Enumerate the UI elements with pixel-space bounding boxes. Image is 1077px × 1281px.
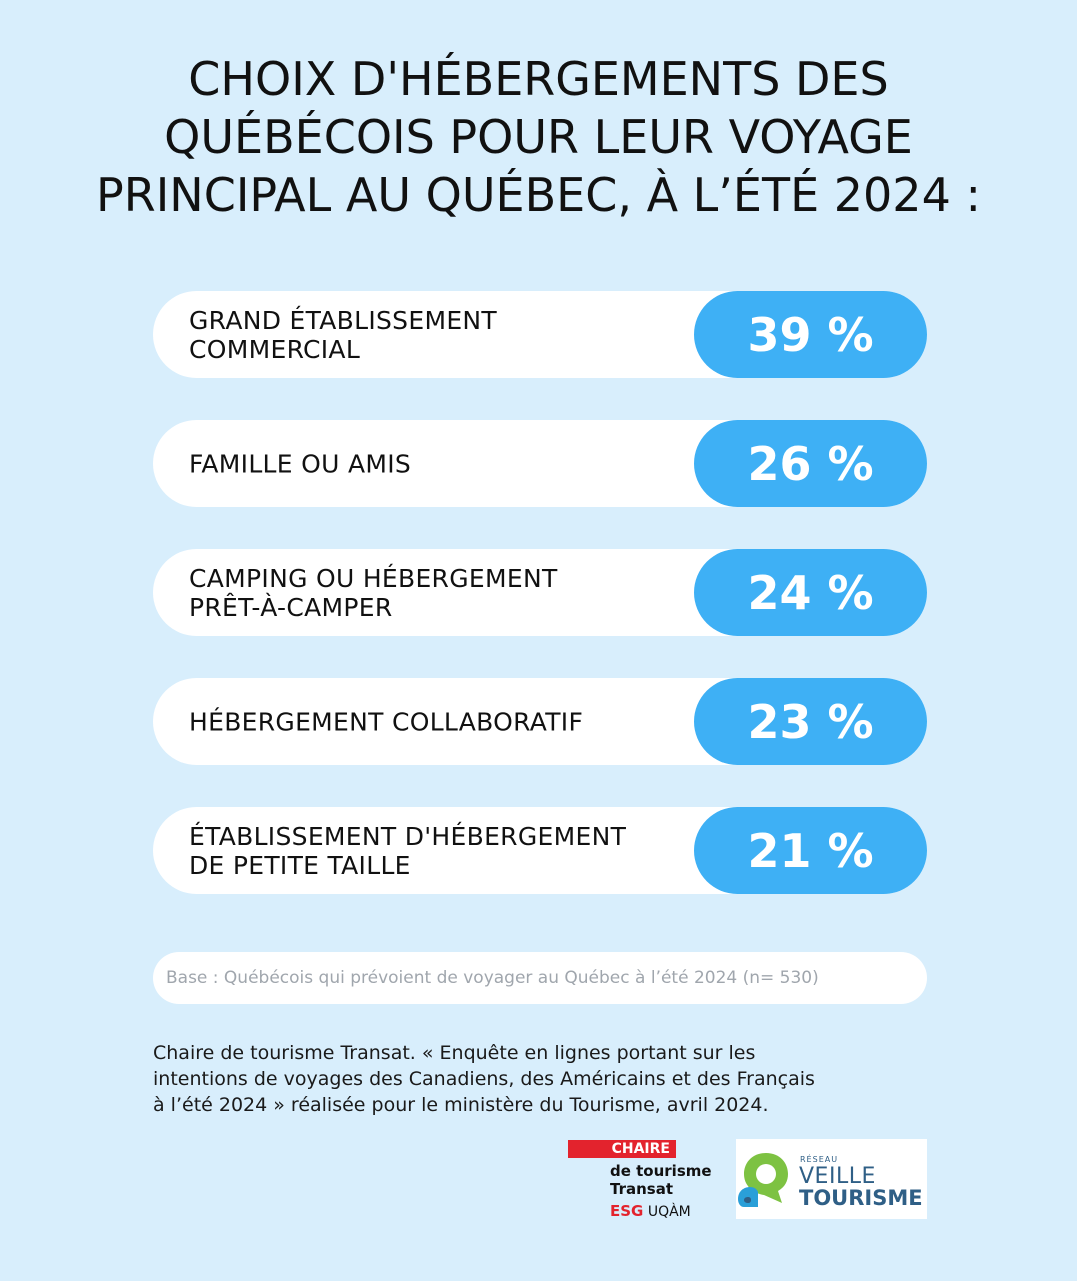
row-label: HÉBERGEMENT COLLABORATIF [189, 707, 689, 736]
page-title: CHOIX D'HÉBERGEMENTS DES QUÉBÉCOIS POUR … [0, 50, 1077, 224]
reseau-line-1: VEILLE [799, 1164, 876, 1189]
accommodation-row-commercial: GRAND ÉTABLISSEMENT COMMERCIAL 39 % [153, 291, 927, 378]
row-percentage: 39 % [694, 291, 927, 378]
chaire-line-2: de tourisme [610, 1162, 712, 1180]
source-line-2: intentions de voyages des Canadiens, des… [153, 1068, 815, 1090]
row-percentage: 24 % [694, 549, 927, 636]
row-percentage: 26 % [694, 420, 927, 507]
chaire-transat-logo: CHAIRE de tourisme Transat ESG UQÀM [568, 1140, 728, 1220]
accommodation-row-camping: CAMPING OU HÉBERGEMENT PRÊT-À-CAMPER 24 … [153, 549, 927, 636]
chaire-line-3: Transat [610, 1180, 674, 1198]
accommodation-row-small: ÉTABLISSEMENT D'HÉBERGEMENT DE PETITE TA… [153, 807, 927, 894]
location-pin-icon [738, 1153, 788, 1207]
source-line-1: Chaire de tourisme Transat. « Enquête en… [153, 1042, 756, 1064]
chaire-bar: CHAIRE [568, 1140, 676, 1158]
esg-text: ESG [610, 1202, 644, 1220]
accommodation-row-collaborative: HÉBERGEMENT COLLABORATIF 23 % [153, 678, 927, 765]
title-line-1: CHOIX D'HÉBERGEMENTS DES [188, 52, 889, 106]
reseau-line-2: TOURISME [799, 1186, 923, 1210]
source-citation: Chaire de tourisme Transat. « Enquête en… [153, 1040, 943, 1118]
reseau-veille-tourisme-logo: RÉSEAU VEILLE TOURISME [736, 1139, 927, 1219]
row-label-line-1: GRAND ÉTABLISSEMENT [189, 305, 497, 335]
row-label-line-1: CAMPING OU HÉBERGEMENT [189, 563, 558, 593]
base-note: Base : Québécois qui prévoient de voyage… [153, 952, 927, 1004]
row-percentage: 23 % [694, 678, 927, 765]
accommodation-list: GRAND ÉTABLISSEMENT COMMERCIAL 39 % FAMI… [153, 291, 927, 936]
accommodation-row-family: FAMILLE OU AMIS 26 % [153, 420, 927, 507]
source-line-3: à l’été 2024 » réalisée pour le ministèr… [153, 1094, 769, 1116]
row-percentage: 21 % [694, 807, 927, 894]
row-label-line-1: FAMILLE OU AMIS [189, 449, 412, 478]
row-label-line-2: DE PETITE TAILLE [189, 850, 411, 880]
row-label-line-1: ÉTABLISSEMENT D'HÉBERGEMENT [189, 821, 627, 851]
row-label-line-2: PRÊT-À-CAMPER [189, 592, 393, 622]
row-label-line-1: HÉBERGEMENT COLLABORATIF [189, 707, 584, 736]
title-line-3: PRINCIPAL AU QUÉBEC, À L’ÉTÉ 2024 : [96, 168, 981, 222]
title-line-2: QUÉBÉCOIS POUR LEUR VOYAGE [164, 110, 913, 164]
row-label: CAMPING OU HÉBERGEMENT PRÊT-À-CAMPER [189, 564, 689, 622]
row-label: ÉTABLISSEMENT D'HÉBERGEMENT DE PETITE TA… [189, 822, 689, 880]
uqam-text: UQÀM [647, 1204, 691, 1220]
reseau-small: RÉSEAU [800, 1155, 839, 1164]
row-label: GRAND ÉTABLISSEMENT COMMERCIAL [189, 306, 689, 364]
row-label-line-2: COMMERCIAL [189, 334, 361, 364]
row-label: FAMILLE OU AMIS [189, 449, 689, 478]
chaire-line-4: ESG UQÀM [610, 1202, 691, 1220]
